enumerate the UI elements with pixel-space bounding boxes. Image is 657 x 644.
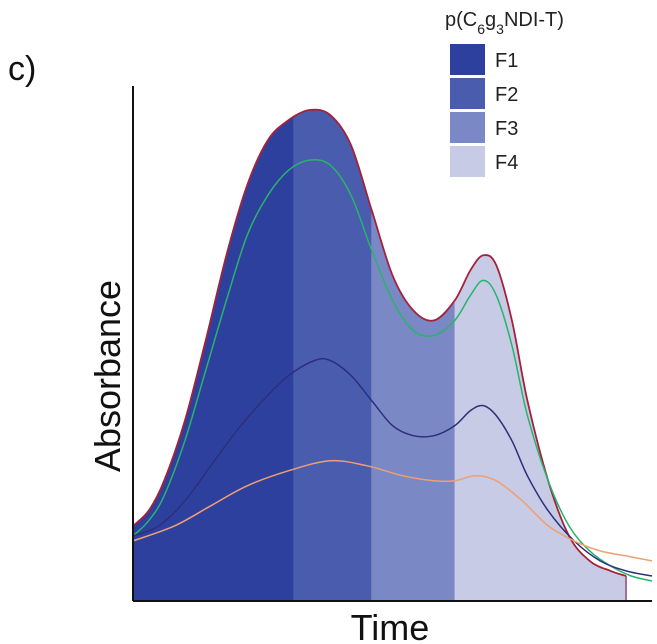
legend-label-f4: F4 bbox=[495, 152, 518, 174]
legend-title: p(C6g3NDI-T) bbox=[445, 9, 564, 37]
legend-label-f2: F2 bbox=[495, 84, 518, 106]
legend-label-f3: F3 bbox=[495, 118, 518, 140]
y-axis-label: Absorbance bbox=[87, 280, 128, 472]
series-line-3 bbox=[132, 357, 653, 577]
legend-label-f1: F1 bbox=[495, 50, 518, 72]
legend-swatch-f3 bbox=[450, 112, 485, 143]
fraction-band-f2 bbox=[293, 109, 372, 601]
x-axis-label: Time bbox=[351, 607, 430, 644]
series-line-1 bbox=[132, 108, 627, 577]
fraction-band-f3 bbox=[371, 109, 455, 601]
fraction-bands bbox=[133, 109, 626, 601]
legend-swatch-f2 bbox=[450, 78, 485, 109]
series-lines bbox=[132, 108, 653, 601]
legend: F1 F2 F3 F4 bbox=[450, 44, 518, 177]
series-line-2 bbox=[132, 158, 653, 582]
series-line-4 bbox=[132, 459, 653, 562]
legend-swatch-f1 bbox=[450, 44, 485, 75]
panel-label: c) bbox=[8, 50, 36, 88]
legend-swatch-f4 bbox=[450, 146, 485, 177]
fraction-band-f1 bbox=[133, 109, 294, 601]
